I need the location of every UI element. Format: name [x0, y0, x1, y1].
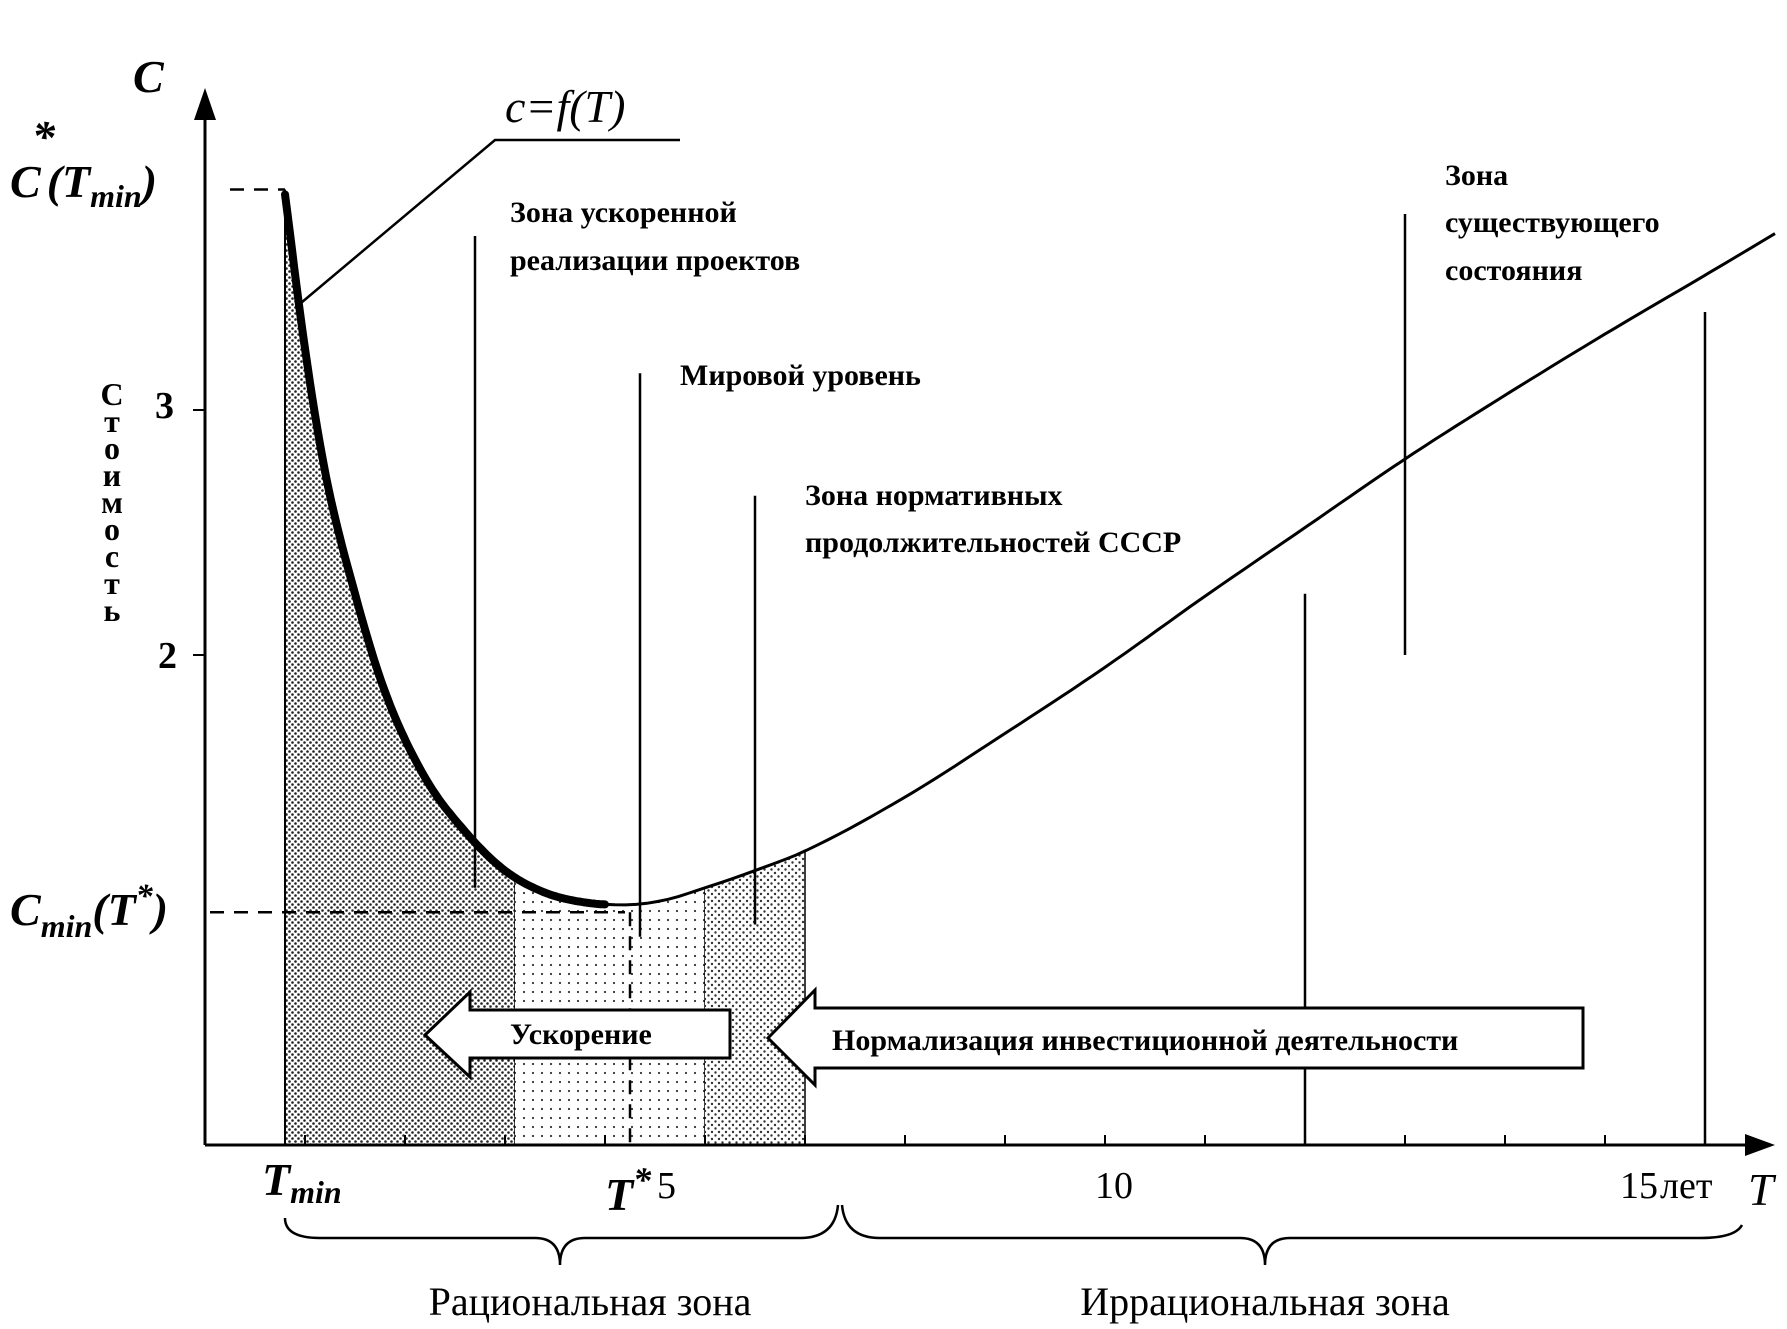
ylabel-letter: т [104, 403, 120, 439]
ylabel-letter: с [105, 538, 119, 574]
x-axis-arrow [1745, 1134, 1775, 1156]
annotation-world-level: Мировой уровень [680, 359, 921, 392]
x-unit-label: лет [1660, 1165, 1713, 1207]
x-tick-label-15: 15 [1620, 1165, 1658, 1207]
annotation-ussr-zone: Зона нормативных [805, 479, 1063, 512]
normalization-arrow [765, 986, 1585, 1089]
acceleration-arrow-label: Ускорение [510, 1018, 652, 1051]
ylabel-letter: м [101, 484, 123, 520]
annotation-existing-zone-line3: состояния [1445, 254, 1582, 287]
x-tick-label-tstar: T* [605, 1160, 652, 1220]
annotation-accelerated-zone: Зона ускоренной [510, 196, 737, 229]
ylabel-letter: и [103, 457, 121, 493]
y-axis-arrow [194, 88, 216, 120]
annotation-existing-zone: Зона [1445, 159, 1508, 192]
annotation-ussr-zone-line2: продолжительностей СССР [805, 526, 1181, 559]
ylabel-letter: ь [104, 592, 121, 628]
rational-zone-label: Рациональная зона [429, 1279, 752, 1324]
x-tick-label-tmin: Tmin [262, 1154, 342, 1210]
c-min-label: Cmin(T*) [10, 878, 168, 944]
formula-leader-line [294, 138, 680, 309]
shaded-region-1 [285, 194, 515, 1145]
x-tick-label-5: 5 [657, 1165, 676, 1207]
c-star-asterisk: * [32, 111, 56, 162]
y-tick-label-2: 2 [158, 635, 177, 677]
annotation-accelerated-zone-line2: реализации проектов [510, 244, 800, 277]
irrational-zone-label: Иррациональная зона [1080, 1279, 1450, 1324]
shaded-region-3 [705, 851, 805, 1145]
y-axis-symbol: C [133, 51, 165, 102]
ylabel-letter: т [104, 565, 120, 601]
y-tick-label-3: 3 [155, 385, 174, 427]
x-axis-symbol: T [1748, 1164, 1777, 1215]
rational-zone-brace [283, 1204, 840, 1266]
cost-curve-bold-segment [281, 190, 609, 909]
annotation-existing-zone-line2: существующего [1445, 206, 1660, 239]
acceleration-arrow [422, 988, 732, 1081]
irrational-zone-brace [840, 1204, 1744, 1266]
ylabel-letter: С [100, 376, 123, 412]
ylabel-letter: о [104, 511, 120, 547]
ylabel-letter: о [104, 430, 120, 466]
x-tick-label-10: 10 [1095, 1165, 1133, 1207]
formula-label: c=f(T) [505, 81, 625, 132]
normalization-arrow-label: Нормализация инвестиционной деятельности [832, 1024, 1458, 1057]
c-star-tmin-label: C (Tmin) [10, 156, 157, 214]
